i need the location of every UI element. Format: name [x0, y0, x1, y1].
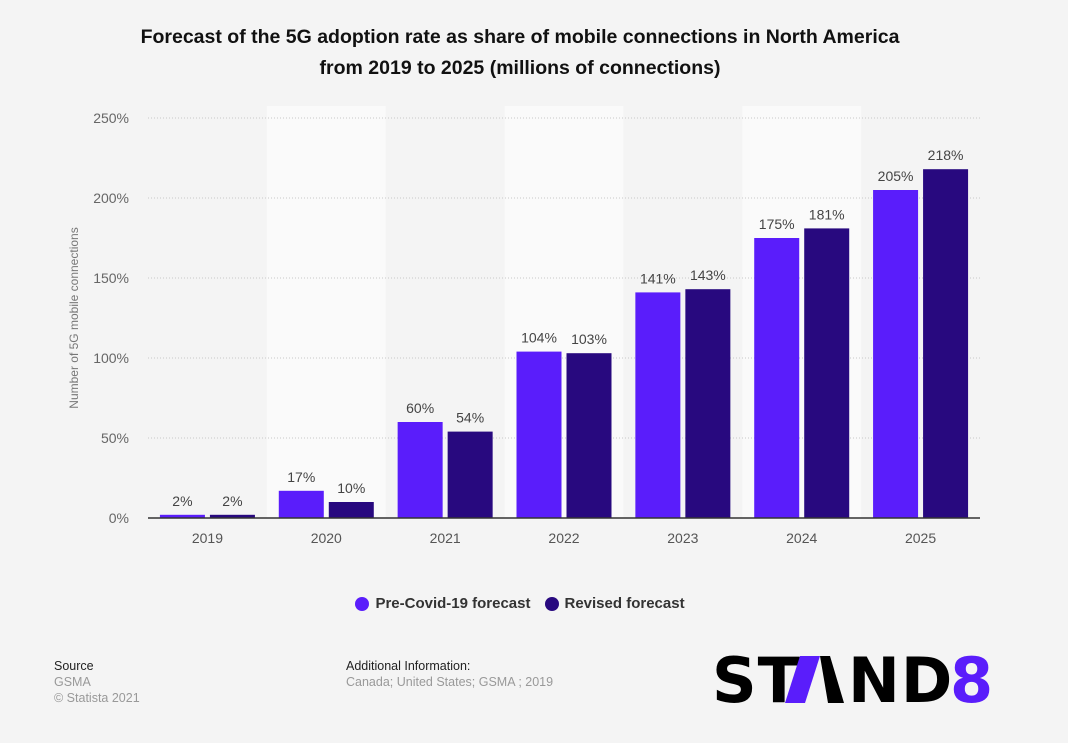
x-tick-label: 2023 — [667, 530, 698, 546]
y-tick-label: 150% — [93, 270, 129, 286]
source-label: Source — [54, 659, 94, 673]
source-block: Source GSMA © Statista 2021 — [54, 658, 140, 706]
data-label: 103% — [571, 331, 607, 347]
y-tick-label: 50% — [101, 430, 129, 446]
legend-swatch — [355, 596, 370, 611]
data-label: 17% — [287, 469, 315, 485]
x-tick-label: 2024 — [786, 530, 817, 546]
bar — [923, 169, 969, 518]
bar — [516, 351, 562, 518]
x-tick-label: 2022 — [548, 530, 579, 546]
data-label: 10% — [337, 480, 365, 496]
bar — [804, 228, 850, 518]
y-tick-label: 200% — [93, 190, 129, 206]
x-tick-label: 2019 — [192, 530, 223, 546]
y-axis-label: Number of 5G mobile connections — [67, 227, 81, 408]
bar — [873, 190, 919, 518]
bar — [447, 431, 493, 518]
bar — [159, 514, 205, 518]
bar — [685, 289, 731, 518]
data-label: 54% — [456, 410, 484, 426]
source-value: GSMA — [54, 675, 91, 689]
copyright: © Statista 2021 — [54, 691, 140, 705]
data-label: 104% — [521, 330, 557, 346]
bar — [566, 353, 612, 518]
info-value: Canada; United States; GSMA ; 2019 — [346, 675, 554, 689]
svg-text:ST: ST — [712, 648, 801, 710]
title-line-2: from 2019 to 2025 (millions of connectio… — [319, 57, 721, 79]
bar-chart: 0% 50% 100% 150% 200% 250% Number of 5G mobile… — [67, 106, 980, 546]
y-tick-label: 0% — [109, 510, 129, 526]
svg-text:8: 8 — [950, 648, 994, 710]
svg-text:ND: ND — [848, 648, 953, 710]
additional-info-block: Additional Information: Canada; United S… — [346, 658, 553, 690]
bar — [397, 422, 443, 518]
bar — [209, 514, 255, 518]
bar — [635, 292, 681, 518]
data-label: 2% — [222, 493, 242, 509]
data-label: 175% — [759, 216, 795, 232]
legend-swatch — [544, 596, 559, 611]
data-label: 2% — [172, 493, 192, 509]
chart-title: Forecast of the 5G adoption rate as shar… — [0, 22, 1040, 84]
data-label: 205% — [878, 168, 914, 184]
legend-label: Revised forecast — [564, 595, 685, 612]
y-tick-label: 250% — [93, 110, 129, 126]
data-label: 181% — [809, 206, 845, 222]
data-label: 60% — [406, 400, 434, 416]
bar — [754, 238, 800, 518]
legend-label: Pre-Covid-19 forecast — [375, 595, 531, 612]
legend: Pre-Covid-19 forecast Revised forecast — [0, 595, 1040, 612]
info-label: Additional Information: — [346, 659, 471, 673]
legend-item-pre-covid[interactable]: Pre-Covid-19 forecast — [355, 595, 531, 612]
bar — [328, 502, 374, 518]
bar — [278, 490, 324, 518]
category-band — [266, 106, 386, 518]
x-tick-label: 2021 — [430, 530, 461, 546]
legend-item-revised[interactable]: Revised forecast — [544, 595, 685, 612]
x-tick-label: 2020 — [311, 530, 342, 546]
stand8-logo: ST ND 8 — [712, 644, 1002, 721]
title-line-1: Forecast of the 5G adoption rate as shar… — [140, 26, 900, 48]
data-label: 141% — [640, 270, 676, 286]
data-label: 218% — [928, 147, 964, 163]
x-tick-label: 2025 — [905, 530, 936, 546]
data-label: 143% — [690, 267, 726, 283]
y-tick-label: 100% — [93, 350, 129, 366]
